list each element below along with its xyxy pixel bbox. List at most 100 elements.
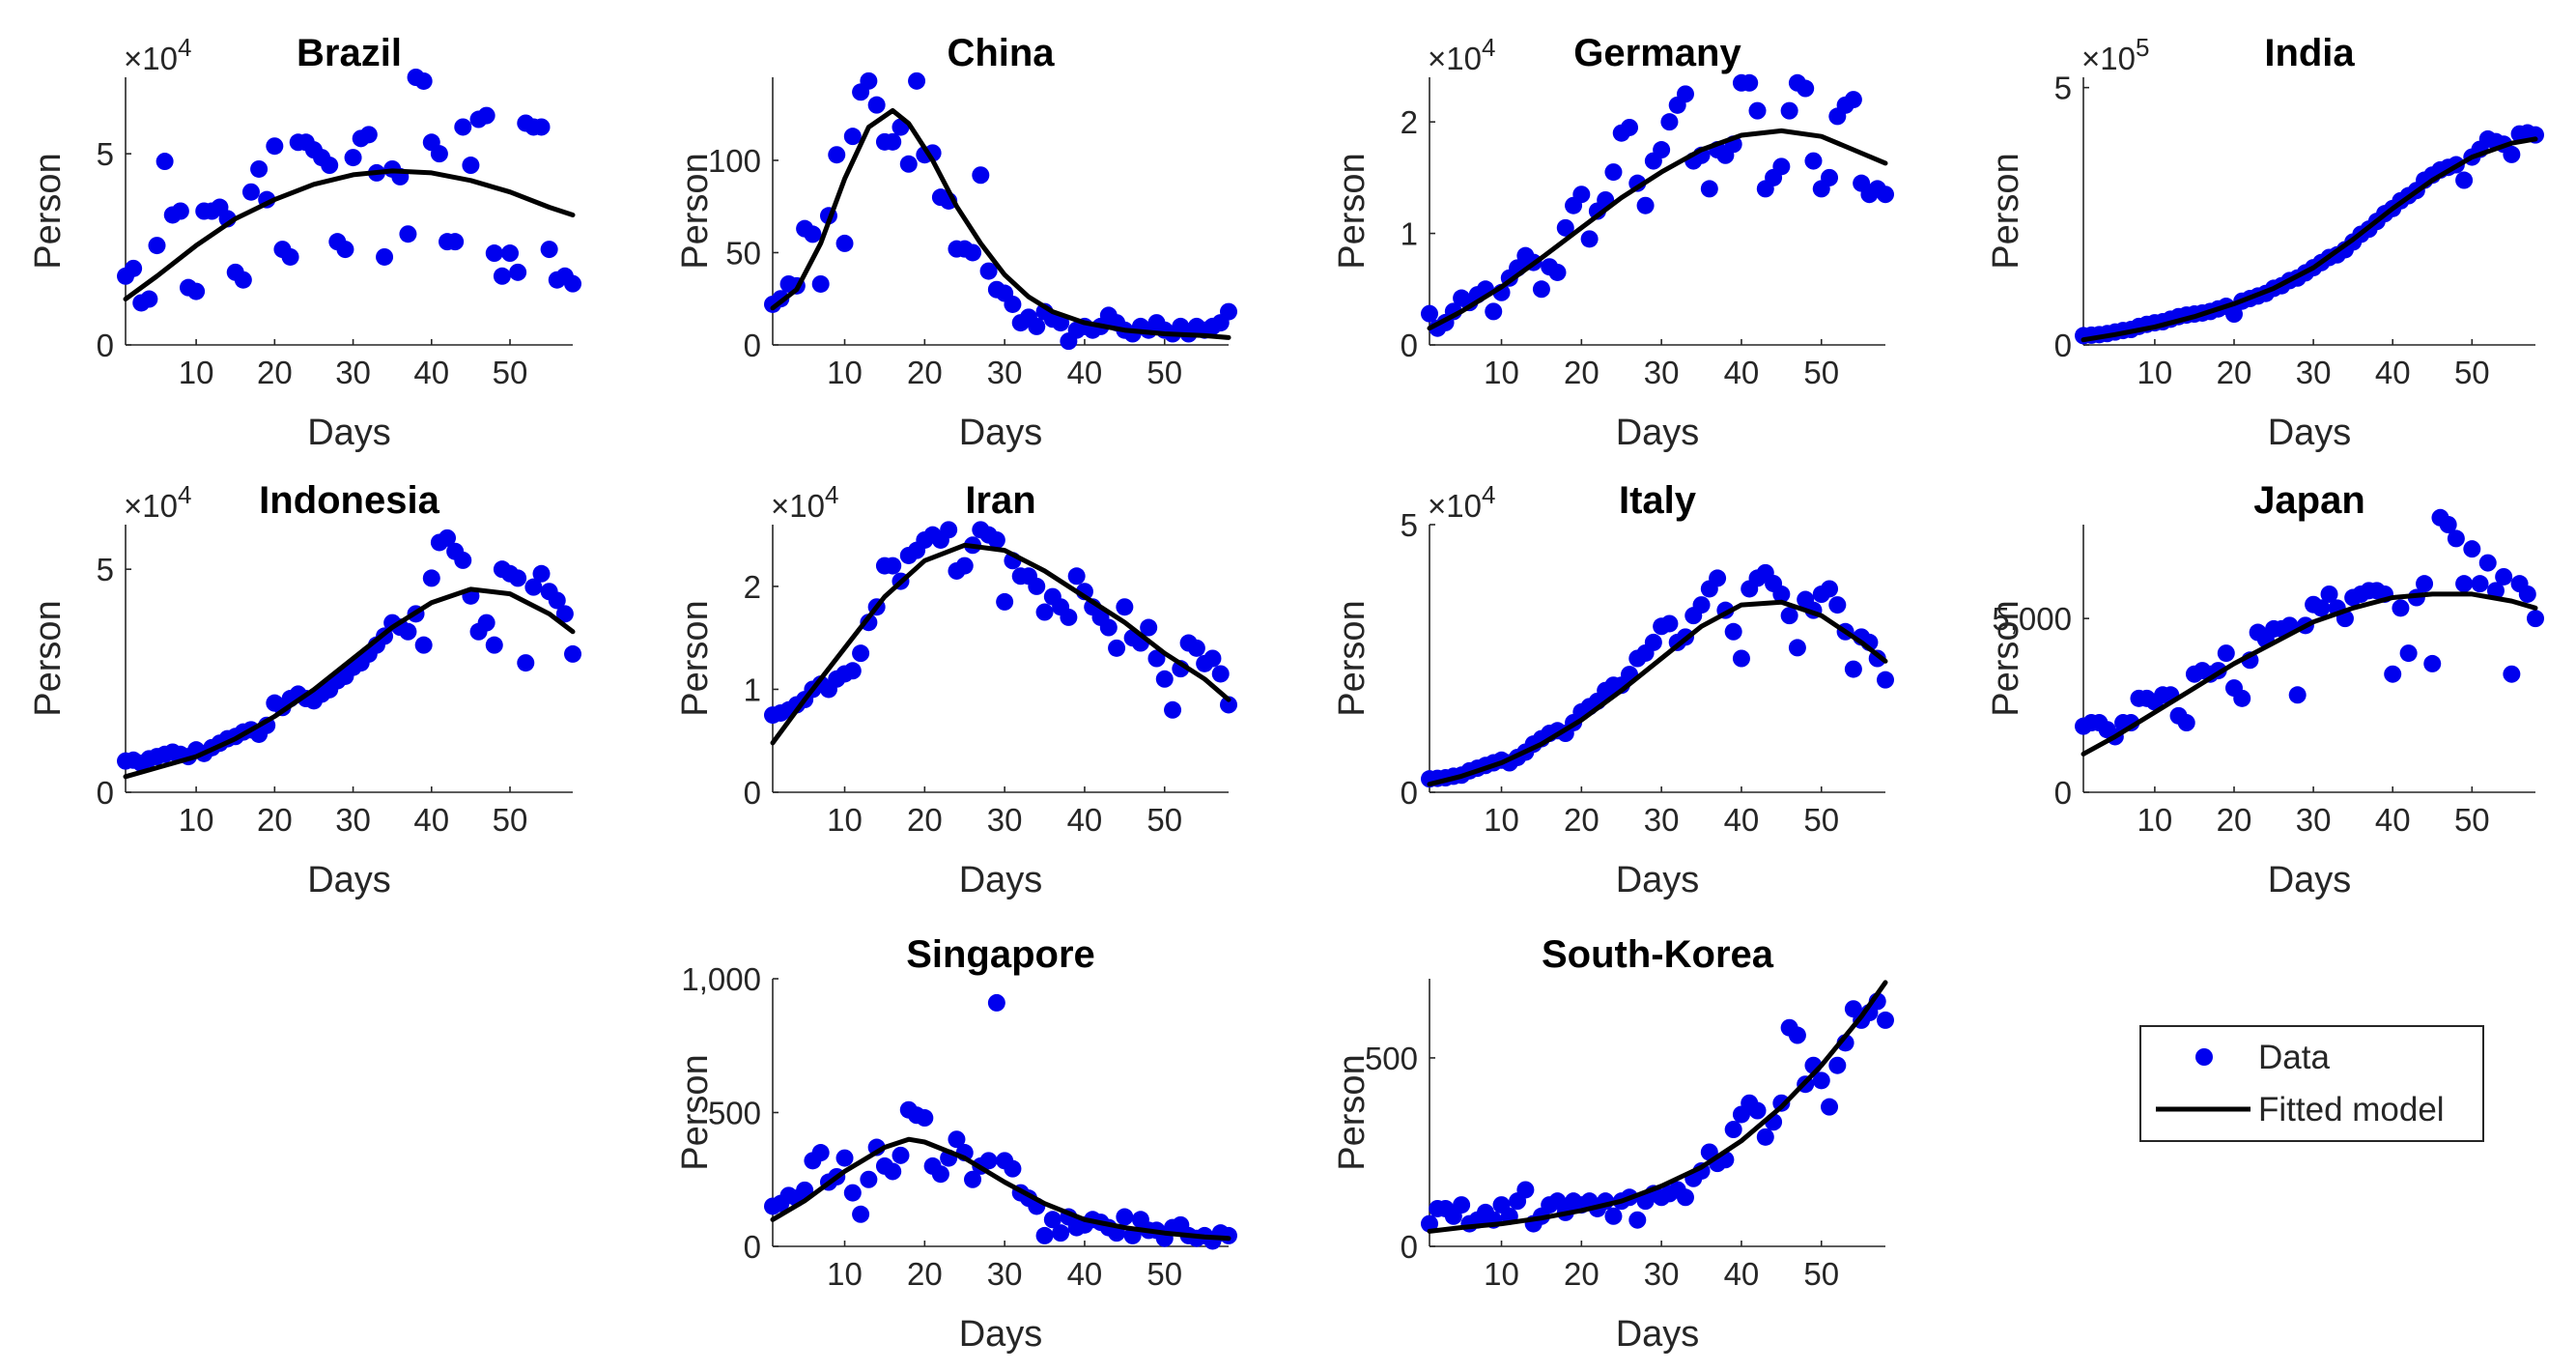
panel-japan: 10 20 30 40 50 0 5,000 Japan Days Person xyxy=(1986,479,2544,900)
data-point xyxy=(399,225,417,243)
data-point xyxy=(1421,1214,1438,1233)
y-axis-label: Person xyxy=(1986,600,2026,716)
data-point xyxy=(2439,516,2457,533)
data-point xyxy=(485,636,503,654)
data-point xyxy=(1788,1026,1806,1044)
panel-title: Singapore xyxy=(906,933,1095,976)
data-point xyxy=(171,202,189,220)
y-tick-label: 0 xyxy=(97,775,114,811)
fitted-model-line xyxy=(2081,591,2538,757)
data-point xyxy=(1653,141,1671,159)
data-point xyxy=(835,234,854,252)
fitted-model-line xyxy=(770,542,1231,746)
panel-germany: 10 20 30 40 50 0 1 2 ×104 Germany Days Person xyxy=(1332,32,1894,453)
x-axis-label: Days xyxy=(1616,1314,1700,1355)
data-point xyxy=(250,159,269,178)
x-axis-label: Days xyxy=(307,860,391,900)
panel-title: Indonesia xyxy=(259,479,439,522)
data-point xyxy=(1220,696,1237,714)
data-point xyxy=(2312,599,2331,617)
data-point xyxy=(852,644,870,663)
data-point xyxy=(439,528,457,547)
data-point xyxy=(1203,649,1222,668)
data-point xyxy=(987,530,1005,549)
fitted-model-line xyxy=(770,107,1231,340)
y-axis-multiplier-exponent: 4 xyxy=(178,480,191,509)
data-point xyxy=(1067,567,1086,586)
data-point xyxy=(376,247,394,266)
data-point xyxy=(1844,91,1862,109)
data-point xyxy=(1828,1056,1847,1074)
data-point xyxy=(1028,317,1046,335)
data-point xyxy=(2423,654,2442,672)
y-axis-multiplier-exponent: 4 xyxy=(1482,480,1495,509)
data-point xyxy=(477,614,495,632)
panel-title: Iran xyxy=(965,479,1035,522)
data-point xyxy=(955,557,974,575)
x-tick-label: 40 xyxy=(1067,802,1103,838)
data-point xyxy=(548,591,566,610)
data-point xyxy=(843,128,862,146)
x-tick-label: 20 xyxy=(257,355,293,390)
x-tick-label: 50 xyxy=(2454,355,2490,390)
panel-title: Japan xyxy=(2253,479,2365,522)
y-tick-label: 0 xyxy=(2054,328,2072,363)
data-point xyxy=(1821,580,1839,598)
y-tick-label: 5 xyxy=(1401,507,1418,543)
x-tick-label: 20 xyxy=(2217,802,2252,838)
y-axis-multiplier: ×104 xyxy=(124,480,191,524)
y-tick-label: 0 xyxy=(97,328,114,363)
data-point xyxy=(1604,163,1623,182)
data-point xyxy=(2392,599,2410,617)
legend-box xyxy=(2139,1025,2484,1142)
data-point xyxy=(2288,686,2307,704)
data-point xyxy=(1052,1224,1070,1242)
data-point xyxy=(948,1130,966,1149)
data-point xyxy=(1732,649,1750,668)
data-point xyxy=(1116,598,1134,616)
data-point xyxy=(2399,644,2418,663)
x-tick-label: 20 xyxy=(907,355,943,390)
data-point xyxy=(987,993,1005,1012)
data-point xyxy=(2503,665,2521,683)
legend-data-marker xyxy=(2195,1048,2213,1066)
x-tick-label: 40 xyxy=(413,355,449,390)
data-point xyxy=(1516,1181,1535,1199)
x-tick-label: 20 xyxy=(907,1256,943,1292)
y-tick-label: 5 xyxy=(2054,71,2072,106)
data-point xyxy=(1628,1211,1647,1229)
data-point xyxy=(1700,180,1718,198)
data-point xyxy=(2233,689,2251,707)
data-point xyxy=(979,262,998,280)
panel-title: India xyxy=(2264,32,2355,74)
data-point xyxy=(1004,295,1022,313)
panel-title: South-Korea xyxy=(1542,933,1774,976)
data-point xyxy=(1164,700,1182,719)
data-point xyxy=(241,183,260,201)
data-point xyxy=(2447,529,2465,548)
panel-brazil: 10 20 30 40 50 0 5 ×104 Brazil Days Person xyxy=(28,32,581,453)
data-point xyxy=(1028,577,1046,595)
x-tick-label: 30 xyxy=(2296,355,2332,390)
x-tick-label: 50 xyxy=(1146,1256,1182,1292)
data-point xyxy=(493,267,511,285)
x-axis-label: Days xyxy=(959,860,1043,900)
data-point xyxy=(1155,670,1174,688)
x-tick-label: 30 xyxy=(2296,802,2332,838)
x-tick-label: 30 xyxy=(1644,1256,1680,1292)
y-axis-label: Person xyxy=(28,153,69,269)
x-tick-label: 30 xyxy=(987,802,1023,838)
x-axis-label: Days xyxy=(1616,413,1700,453)
panel-title: Germany xyxy=(1573,32,1741,74)
legend-data-label: Data xyxy=(2258,1039,2330,1076)
data-point xyxy=(1676,85,1694,103)
data-point xyxy=(1140,618,1158,637)
data-point xyxy=(1797,79,1815,98)
data-point xyxy=(979,1152,998,1170)
data-point xyxy=(1877,671,1894,689)
x-tick-label: 10 xyxy=(179,355,214,390)
data-point xyxy=(1828,596,1847,614)
y-axis-multiplier-exponent: 4 xyxy=(825,480,838,509)
data-point xyxy=(454,551,472,569)
